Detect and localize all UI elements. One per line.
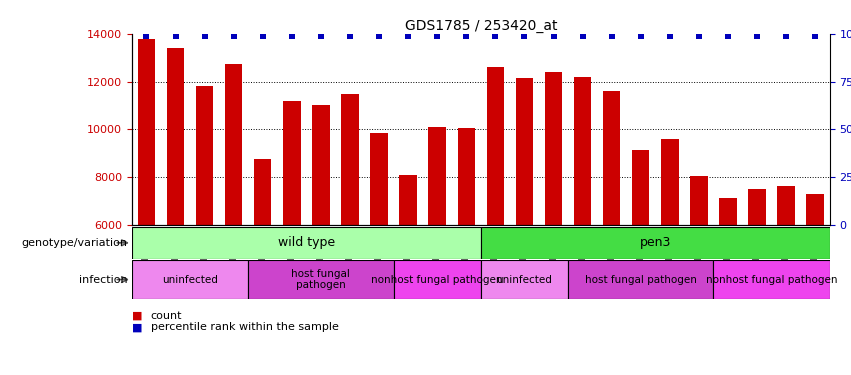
Bar <box>713 260 830 299</box>
Bar <box>132 260 248 299</box>
Text: ■: ■ <box>132 322 142 332</box>
Bar <box>312 105 329 225</box>
Bar <box>254 159 271 225</box>
Bar <box>370 133 388 225</box>
Bar <box>458 128 475 225</box>
Bar <box>487 67 504 225</box>
Text: count: count <box>151 311 182 321</box>
Text: nonhost fungal pathogen: nonhost fungal pathogen <box>705 274 837 285</box>
Bar <box>545 72 563 225</box>
Bar <box>481 227 830 259</box>
Bar <box>632 150 649 225</box>
Bar <box>399 175 417 225</box>
Bar <box>574 77 591 225</box>
Text: host fungal
pathogen: host fungal pathogen <box>291 269 351 290</box>
Bar <box>661 139 678 225</box>
Bar <box>690 176 707 225</box>
Bar <box>778 186 795 225</box>
Text: host fungal pathogen: host fungal pathogen <box>585 274 697 285</box>
Bar <box>428 127 446 225</box>
Bar <box>132 227 481 259</box>
Bar <box>807 194 824 225</box>
Bar <box>341 93 358 225</box>
Bar <box>225 64 243 225</box>
Text: ■: ■ <box>132 311 142 321</box>
Bar <box>393 260 481 299</box>
Text: uninfected: uninfected <box>163 274 218 285</box>
Text: wild type: wild type <box>277 236 335 249</box>
Bar <box>516 78 533 225</box>
Bar <box>603 91 620 225</box>
Text: pen3: pen3 <box>640 236 671 249</box>
Bar <box>481 260 568 299</box>
Bar <box>748 189 766 225</box>
Bar <box>138 39 155 225</box>
Text: infection: infection <box>79 274 128 285</box>
Text: percentile rank within the sample: percentile rank within the sample <box>151 322 339 332</box>
Text: nonhost fungal pathogen: nonhost fungal pathogen <box>371 274 503 285</box>
Text: uninfected: uninfected <box>496 274 552 285</box>
Bar <box>283 101 300 225</box>
Bar <box>196 86 214 225</box>
Bar <box>568 260 713 299</box>
Bar <box>167 48 184 225</box>
Title: GDS1785 / 253420_at: GDS1785 / 253420_at <box>404 19 557 33</box>
Text: genotype/variation: genotype/variation <box>21 238 128 248</box>
Bar <box>719 198 737 225</box>
Bar <box>248 260 393 299</box>
